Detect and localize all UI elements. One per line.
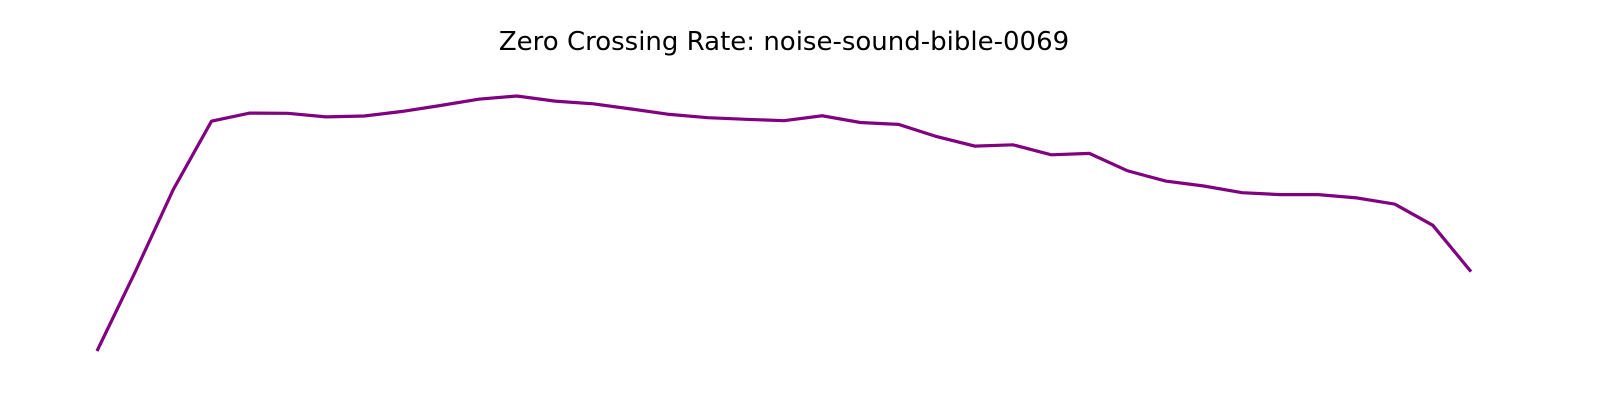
series-line-0 [95,94,1473,352]
chart-title: Zero Crossing Rate: noise-sound-bible-00… [498,27,1070,57]
series-layer [95,94,1473,352]
